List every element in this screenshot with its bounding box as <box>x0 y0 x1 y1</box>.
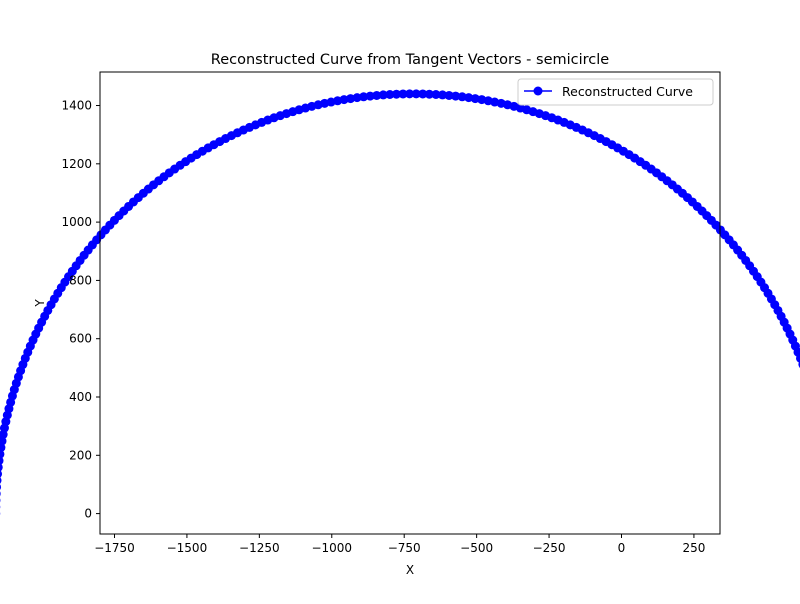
y-tick-label: 400 <box>69 390 92 404</box>
y-axis-ticks: 0 200 400 600 800 1000 1200 1400 <box>61 99 100 521</box>
x-tick-label: −1500 <box>167 541 208 555</box>
x-tick-label: −750 <box>388 541 421 555</box>
y-tick-label: 1400 <box>61 99 92 113</box>
y-tick-label: 1200 <box>61 157 92 171</box>
legend: Reconstructed Curve <box>518 79 713 105</box>
x-tick-label: −1000 <box>311 541 352 555</box>
y-tick-label: 200 <box>69 448 92 462</box>
y-tick-label: 0 <box>84 507 92 521</box>
x-tick-label: −250 <box>533 541 566 555</box>
x-axis-ticks: −1750 −1500 −1250 −1000 −750 −500 −250 0 250 <box>94 534 705 555</box>
y-axis-label: Y <box>33 299 47 308</box>
chart-title: Reconstructed Curve from Tangent Vectors… <box>211 52 610 68</box>
x-axis-label: X <box>406 563 414 577</box>
data-point <box>0 483 1 492</box>
data-point <box>0 489 1 498</box>
y-tick-label: 800 <box>69 273 92 287</box>
y-tick-label: 600 <box>69 332 92 346</box>
x-tick-label: −1250 <box>239 541 280 555</box>
x-tick-label: −500 <box>460 541 493 555</box>
x-tick-label: 0 <box>618 541 626 555</box>
x-tick-label: 250 <box>682 541 705 555</box>
x-tick-label: −1750 <box>94 541 135 555</box>
y-tick-label: 1000 <box>61 215 92 229</box>
legend-marker-swatch <box>534 87 543 96</box>
plot-area <box>100 72 720 534</box>
legend-label: Reconstructed Curve <box>562 84 693 99</box>
